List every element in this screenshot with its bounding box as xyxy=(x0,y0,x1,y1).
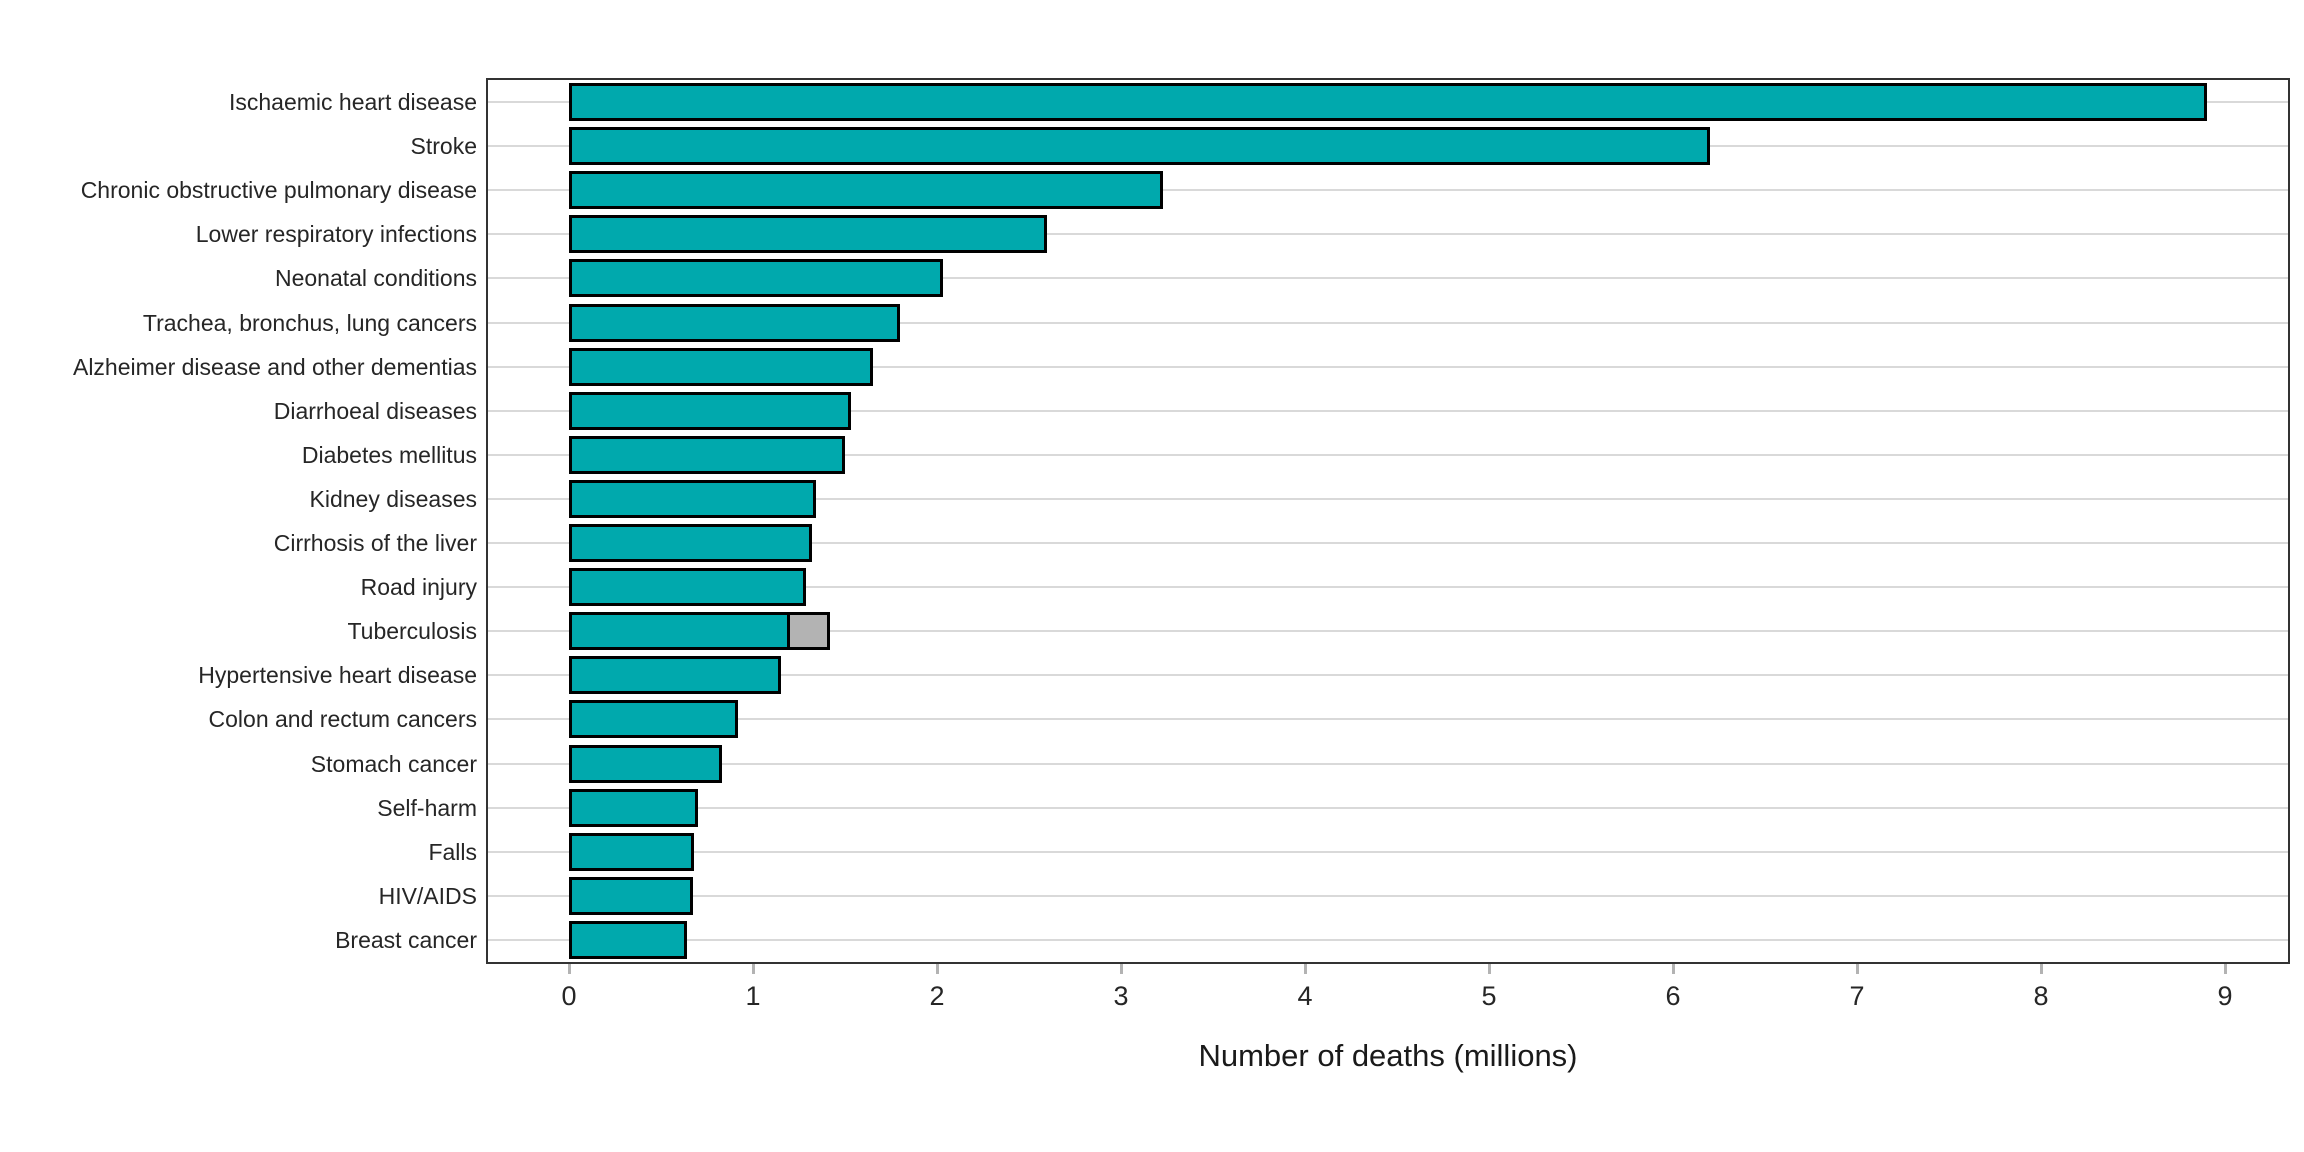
x-axis-tick xyxy=(2224,964,2227,974)
category-gridline xyxy=(488,850,2288,853)
category-gridline xyxy=(488,894,2288,897)
y-axis-label: HIV/AIDS xyxy=(378,882,477,909)
x-axis-tick-label: 7 xyxy=(1849,981,1865,1011)
bar xyxy=(569,215,1047,254)
y-axis-label: Cirrhosis of the liver xyxy=(273,530,477,557)
x-axis-tick-label: 9 xyxy=(2217,981,2233,1011)
category-gridline xyxy=(488,321,2288,324)
bar xyxy=(569,391,851,430)
bar xyxy=(569,347,873,386)
bar xyxy=(569,700,738,739)
y-axis-label: Diarrhoeal diseases xyxy=(273,397,477,424)
bar xyxy=(569,127,1710,166)
plot-panel xyxy=(486,78,2290,964)
y-axis-label: Falls xyxy=(428,838,477,865)
category-gridline xyxy=(488,453,2288,456)
category-gridline xyxy=(488,718,2288,721)
bar xyxy=(569,612,790,651)
category-gridline xyxy=(488,806,2288,809)
x-axis-tick-label: 1 xyxy=(745,981,761,1011)
x-axis-tick xyxy=(1856,964,1859,974)
x-axis-tick xyxy=(1672,964,1675,974)
x-axis-tick-label: 5 xyxy=(1481,981,1497,1011)
x-axis-tick-label: 0 xyxy=(561,981,577,1011)
x-axis-tick-label: 3 xyxy=(1113,981,1129,1011)
y-axis-label: Ischaemic heart disease xyxy=(228,89,477,116)
x-axis-tick xyxy=(2040,964,2043,974)
bar xyxy=(569,479,816,518)
bar xyxy=(569,435,845,474)
x-axis-tick-label: 8 xyxy=(2033,981,2049,1011)
x-axis-tick xyxy=(1488,964,1491,974)
x-axis-tick xyxy=(1304,964,1307,974)
y-axis-label: Road injury xyxy=(360,574,477,601)
category-gridline xyxy=(488,497,2288,500)
y-axis-label: Alzheimer disease and other dementias xyxy=(72,353,477,380)
y-axis-label: Hypertensive heart disease xyxy=(198,662,477,689)
y-axis-label: Stroke xyxy=(410,133,477,160)
bar xyxy=(569,303,900,342)
bar xyxy=(569,656,781,695)
x-axis-tick xyxy=(568,964,571,974)
category-gridline xyxy=(488,938,2288,941)
category-gridline xyxy=(488,233,2288,236)
y-axis-label: Chronic obstructive pulmonary disease xyxy=(80,177,477,204)
y-axis-label: Trachea, bronchus, lung cancers xyxy=(142,309,477,336)
y-axis-label: Colon and rectum cancers xyxy=(208,706,477,733)
x-axis-tick xyxy=(752,964,755,974)
x-axis-tick-label: 6 xyxy=(1665,981,1681,1011)
y-axis-label: Tuberculosis xyxy=(347,618,477,645)
bar xyxy=(569,259,943,298)
y-axis-label: Breast cancer xyxy=(335,926,477,953)
x-axis-tick xyxy=(1120,964,1123,974)
y-axis-label: Self-harm xyxy=(377,794,477,821)
bar xyxy=(569,83,2207,122)
category-gridline xyxy=(488,409,2288,412)
category-gridline xyxy=(488,586,2288,589)
y-axis-label: Kidney diseases xyxy=(309,485,478,512)
bar xyxy=(569,524,812,563)
category-gridline xyxy=(488,365,2288,368)
bar xyxy=(569,876,693,915)
x-axis-tick-label: 2 xyxy=(929,981,945,1011)
x-axis-tick-label: 4 xyxy=(1297,981,1313,1011)
category-gridline xyxy=(488,277,2288,280)
category-gridline xyxy=(488,762,2288,765)
category-gridline xyxy=(488,542,2288,545)
category-gridline xyxy=(488,189,2288,192)
bar xyxy=(569,744,722,783)
bar xyxy=(569,832,694,871)
x-axis-title: Number of deaths (millions) xyxy=(1198,1038,1578,1073)
bar xyxy=(569,920,687,959)
bar xyxy=(569,568,806,607)
bar xyxy=(569,171,1163,210)
y-axis-label: Lower respiratory infections xyxy=(195,221,477,248)
y-axis-label: Stomach cancer xyxy=(310,750,477,777)
category-gridline xyxy=(488,674,2288,677)
y-axis-label: Diabetes mellitus xyxy=(301,441,477,468)
category-gridline xyxy=(488,630,2288,633)
bar xyxy=(569,788,698,827)
x-axis-tick xyxy=(936,964,939,974)
y-axis-label: Neonatal conditions xyxy=(274,265,477,292)
